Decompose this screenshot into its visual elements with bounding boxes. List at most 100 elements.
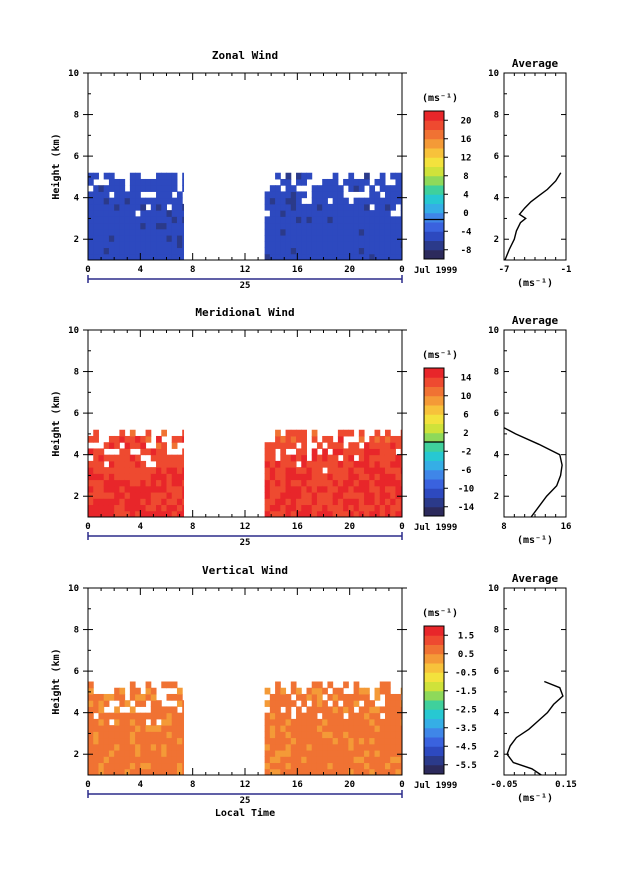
heatmap-cell <box>337 429 344 437</box>
heatmap-cell <box>332 197 339 205</box>
heatmap-cell <box>379 737 386 745</box>
heatmap-cell <box>327 253 334 261</box>
heatmap-cell <box>135 743 141 751</box>
heatmap-cell <box>306 706 313 714</box>
heatmap-cell <box>114 210 120 217</box>
heatmap-cell <box>301 712 307 720</box>
heatmap-cell <box>384 235 391 242</box>
heatmap-cell <box>176 473 183 481</box>
heatmap-cell <box>176 743 183 751</box>
heatmap-cell <box>140 731 147 739</box>
heatmap-cell <box>296 253 302 261</box>
heatmap-cell <box>88 210 94 217</box>
heatmap-cell <box>135 473 141 481</box>
heatmap-cell <box>182 235 185 242</box>
heatmap-cell <box>269 743 276 751</box>
heatmap-cell <box>348 498 355 506</box>
heatmap-cell <box>301 743 307 751</box>
heatmap-cell <box>280 228 287 236</box>
heatmap-cell <box>108 442 115 449</box>
heatmap-cell <box>269 228 276 236</box>
heatmap-cell <box>140 185 147 192</box>
heatmap-cell <box>296 498 302 506</box>
heatmap-cell <box>306 216 313 224</box>
heatmap-cell <box>285 473 292 481</box>
heatmap-cell <box>301 731 307 739</box>
heatmap-cell <box>98 725 105 732</box>
heatmap-cell <box>364 216 370 224</box>
heatmap-cell <box>285 241 292 249</box>
colorbar-tick-label: 0.5 <box>458 650 474 660</box>
heatmap-cell <box>114 510 120 518</box>
heatmap-cell <box>88 473 94 481</box>
heatmap-cell <box>166 750 173 757</box>
heatmap-cell <box>176 467 183 474</box>
colorbar-segment <box>424 506 444 517</box>
average-y-tick-label: 4 <box>494 194 500 204</box>
heatmap-cell <box>264 467 271 474</box>
heatmap-cell <box>369 228 376 236</box>
heatmap-cell <box>93 492 99 499</box>
average-x-tick-label: -0.05 <box>490 780 517 790</box>
heatmap-cell <box>93 700 99 707</box>
colorbar-segment <box>424 451 444 461</box>
colorbar-segment <box>424 212 444 223</box>
heatmap-cell <box>135 725 141 732</box>
heatmap-cell <box>322 737 328 745</box>
heatmap-cell <box>114 253 120 261</box>
heatmap-cell <box>384 762 391 770</box>
heatmap-cell <box>156 247 162 255</box>
heatmap-cell <box>395 473 402 481</box>
heatmap-cell <box>301 498 307 506</box>
heatmap-cell <box>311 191 318 199</box>
heatmap-cell <box>156 706 162 714</box>
date-day: 25 <box>240 538 251 548</box>
heatmap-cell <box>343 485 349 493</box>
heatmap-cell <box>369 479 376 487</box>
heatmap-cell <box>135 247 141 255</box>
heatmap-cell <box>176 498 183 506</box>
heatmap-cell <box>290 473 297 481</box>
heatmap-cell <box>322 768 328 776</box>
heatmap-cell <box>390 762 396 770</box>
heatmap-cell <box>124 222 131 230</box>
heatmap-cell <box>364 210 370 217</box>
heatmap-cell <box>93 216 99 224</box>
heatmap-cell <box>353 510 360 518</box>
heatmap-cell <box>119 750 126 757</box>
heatmap-cell <box>316 768 323 776</box>
heatmap-cell <box>348 203 355 211</box>
heatmap-cell <box>379 247 386 255</box>
heatmap-cell <box>327 203 334 211</box>
heatmap-cell <box>145 743 152 751</box>
heatmap-cell <box>379 725 386 732</box>
heatmap-cell <box>171 210 178 217</box>
heatmap-cell <box>88 479 94 487</box>
heatmap-cell <box>353 222 360 230</box>
heatmap-cell <box>264 737 271 745</box>
heatmap-cell <box>88 750 94 757</box>
heatmap-cell <box>114 712 120 720</box>
heatmap-cell <box>358 228 365 236</box>
heatmap-cell <box>135 235 141 242</box>
heatmap-cell <box>129 731 136 739</box>
heatmap-cell <box>103 725 110 732</box>
heatmap-cell <box>296 473 302 481</box>
heatmap-cell <box>119 700 126 707</box>
heatmap-cell <box>264 731 271 739</box>
heatmap-cell <box>353 750 360 757</box>
heatmap-cell <box>384 700 391 707</box>
y-tick-label: 6 <box>74 409 79 419</box>
heatmap-cell <box>93 750 99 757</box>
heatmap-cell <box>124 247 131 255</box>
heatmap-cell <box>364 172 370 180</box>
heatmap-cell <box>311 473 318 481</box>
heatmap-cell <box>322 454 328 462</box>
heatmap-cell <box>161 743 167 751</box>
heatmap-cell <box>264 473 271 481</box>
heatmap-cell <box>316 197 323 205</box>
heatmap-cell <box>358 460 365 468</box>
heatmap-cell <box>129 197 136 205</box>
heatmap-cell <box>369 725 376 732</box>
heatmap-cell <box>161 172 167 180</box>
